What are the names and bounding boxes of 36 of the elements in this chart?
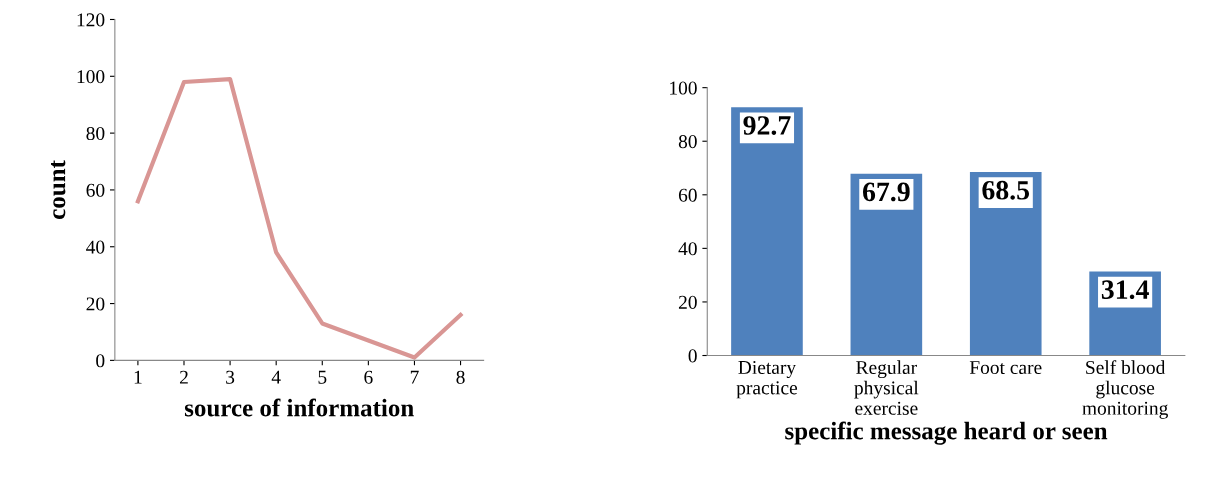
y-tick-label: 40 xyxy=(86,240,105,254)
y-tick-label: 80 xyxy=(678,135,697,149)
x-tick-label: 2 xyxy=(179,370,188,384)
y-tick-label: 120 xyxy=(77,13,105,27)
bar xyxy=(731,107,803,356)
x-axis-title: specific message heard or seen xyxy=(785,421,1108,445)
x-tick-label: Self blood glucose monitoring xyxy=(1082,360,1168,419)
bar xyxy=(850,173,923,356)
y-tick-label: 100 xyxy=(77,70,105,84)
y-tick-label: 100 xyxy=(670,81,697,95)
x-tick-label: 6 xyxy=(364,370,373,384)
data-label: 31.4 xyxy=(1101,280,1149,300)
data-label: 68.5 xyxy=(982,180,1030,200)
y-tick-label: 80 xyxy=(86,126,105,141)
x-tick-label: Regular physical exercise xyxy=(854,360,919,415)
data-label: 92.7 xyxy=(743,116,791,135)
y-axis-title: count xyxy=(51,160,66,219)
x-tick-label: 1 xyxy=(134,370,142,384)
x-tick-label: Foot care xyxy=(969,361,1042,375)
y-tick-label: 0 xyxy=(96,354,105,368)
x-tick-label: Dietary practice xyxy=(736,360,798,399)
y-tick-label: 40 xyxy=(678,242,697,256)
data-label: 67.9 xyxy=(862,182,910,202)
y-tick-label: 60 xyxy=(86,183,105,197)
x-tick-label: 8 xyxy=(456,370,465,384)
x-tick-label: 7 xyxy=(410,370,419,384)
x-tick-label: 3 xyxy=(226,370,235,384)
line-series xyxy=(135,77,463,360)
bar xyxy=(969,172,1042,356)
y-tick-label: 20 xyxy=(86,297,105,311)
y-tick-label: 60 xyxy=(678,188,697,202)
x-axis-title: source of information xyxy=(184,398,414,417)
y-tick-label: 0 xyxy=(688,349,697,363)
x-tick-label: 4 xyxy=(271,370,281,384)
x-tick-label: 5 xyxy=(318,370,327,384)
y-tick-label: 20 xyxy=(678,295,697,309)
